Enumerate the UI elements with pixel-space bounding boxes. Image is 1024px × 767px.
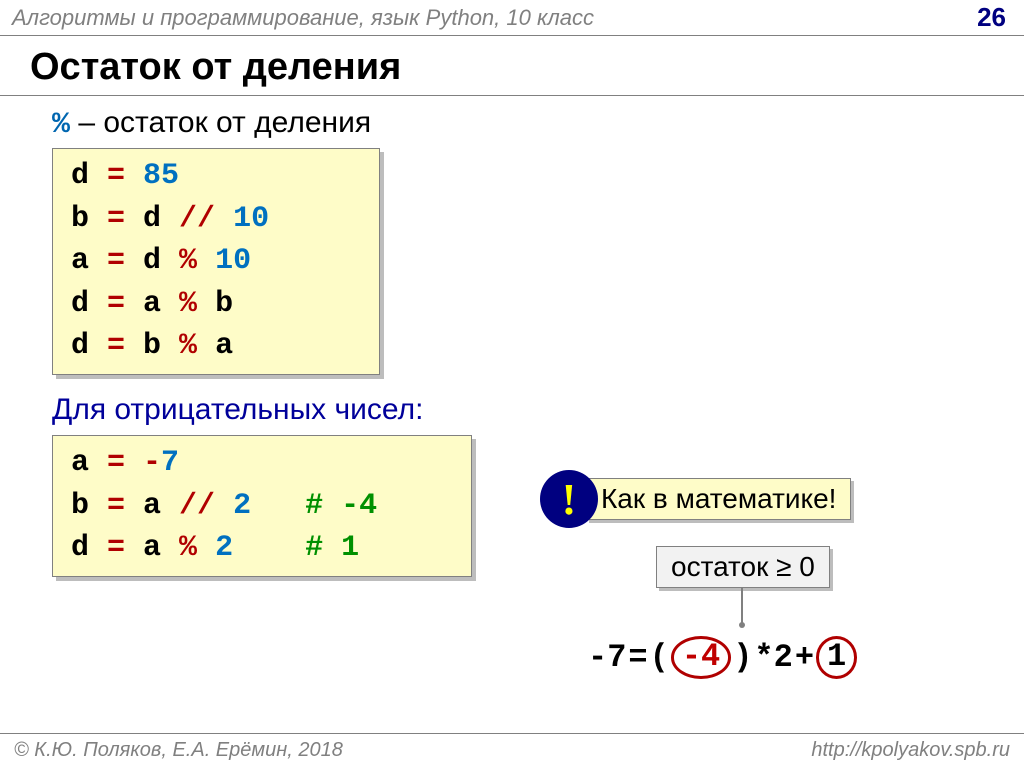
code-line: d = b % a <box>71 325 361 368</box>
eq-eq: = <box>628 639 647 676</box>
footer-url: http://kpolyakov.spb.ru <box>811 739 1010 762</box>
eq-plus: + <box>795 639 814 676</box>
remainder-note: остаток ≥ 0 <box>656 546 830 588</box>
eq-lhs: -7 <box>588 639 626 676</box>
exclamation-icon: ! <box>540 470 598 528</box>
slide-title: Остаток от деления <box>0 36 1024 96</box>
percent-symbol: % <box>52 108 70 142</box>
callout-line <box>741 587 743 627</box>
code-block-2: a = -7 b = a // 2 # -4 d = a % 2 # 1 <box>52 435 472 577</box>
subtitle-negative: Для отрицательных чисел: <box>52 393 984 427</box>
note-math: Как в математике! <box>586 478 851 520</box>
code-line: a = -7 <box>71 442 453 485</box>
equation: -7 = ( -4) *2 + 1 <box>588 636 1000 679</box>
page-number: 26 <box>977 2 1006 33</box>
explain-line: % – остаток от деления <box>52 106 984 142</box>
eq-mul: *2 <box>754 639 792 676</box>
content-area: % – остаток от деления d = 85 b = d // 1… <box>0 96 1024 577</box>
code-line: a = d % 10 <box>71 240 361 283</box>
header-title: Алгоритмы и программирование, язык Pytho… <box>12 5 594 31</box>
slide-header: Алгоритмы и программирование, язык Pytho… <box>0 0 1024 36</box>
eq-paren: ( <box>650 639 669 676</box>
explain-text: – остаток от деления <box>70 106 371 139</box>
code-line: b = d // 10 <box>71 198 361 241</box>
remainder-text: остаток ≥ 0 <box>671 551 815 582</box>
eq-neg4: -4 <box>682 638 720 675</box>
note-row: ! Как в математике! <box>540 470 1000 528</box>
eq-one-circle: 1 <box>816 636 857 679</box>
code-line: d = 85 <box>71 155 361 198</box>
eq-paren2: ) <box>733 639 752 676</box>
eq-one: 1 <box>827 638 846 675</box>
right-annotations: ! Как в математике! остаток ≥ 0 -7 = ( -4… <box>540 470 1000 679</box>
code-line: d = a % 2 # 1 <box>71 527 453 570</box>
code-line: d = a % b <box>71 283 361 326</box>
slide-footer: © К.Ю. Поляков, Е.А. Ерёмин, 2018 http:/… <box>0 733 1024 767</box>
code-block-1: d = 85 b = d // 10 a = d % 10 d = a % b … <box>52 148 380 375</box>
footer-copyright: © К.Ю. Поляков, Е.А. Ерёмин, 2018 <box>14 739 343 762</box>
code-line: b = a // 2 # -4 <box>71 485 453 528</box>
